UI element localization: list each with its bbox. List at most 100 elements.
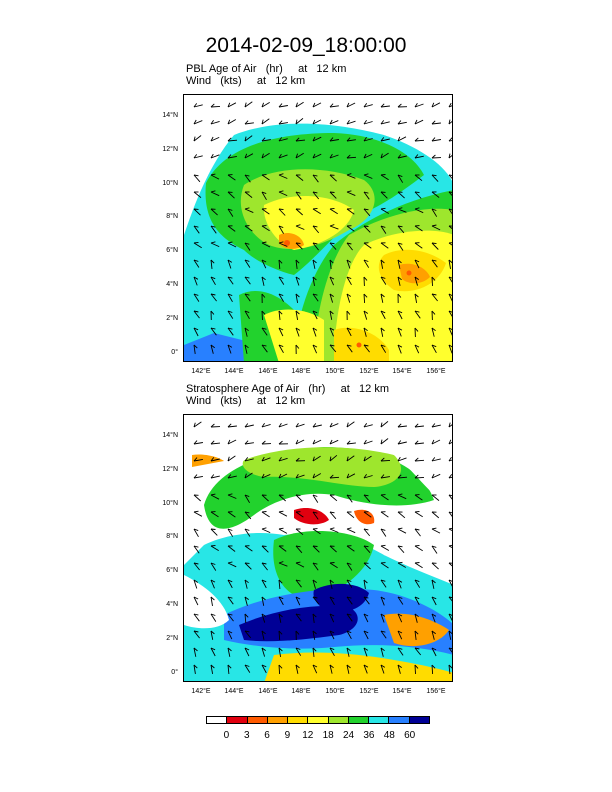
wind-barb	[431, 344, 437, 354]
wind-barb-flag	[397, 310, 403, 314]
panel-1-lat-tick: 4°N	[166, 281, 178, 288]
wind-barb-flag	[261, 664, 267, 668]
wind-barb	[193, 511, 203, 517]
wind-barb	[380, 242, 389, 249]
wind-barb	[448, 155, 452, 159]
wind-barb	[227, 139, 238, 142]
wind-barb	[431, 174, 439, 182]
wind-barb	[295, 139, 306, 142]
wind-barb	[312, 276, 315, 286]
wind-barb	[312, 579, 316, 589]
wind-barb	[329, 439, 339, 445]
wind-barb-flag	[295, 473, 299, 479]
wind-barb-flag	[210, 440, 215, 445]
wind-barb	[346, 344, 353, 353]
wind-barb-flag	[244, 473, 247, 479]
wind-barb	[380, 459, 391, 462]
wind-barb-flag	[193, 528, 199, 532]
panel-1-lat-tick: 2°N	[166, 315, 178, 322]
wind-barb-flag	[431, 310, 436, 315]
wind-barb	[329, 344, 337, 353]
wind-barb-flag	[278, 103, 283, 108]
wind-barb-flag	[363, 103, 368, 108]
wind-barb	[261, 494, 269, 502]
wind-barb-flag	[193, 293, 199, 296]
wind-barb	[380, 630, 387, 639]
wind-barb	[261, 208, 270, 215]
wind-barb	[431, 647, 437, 657]
wind-barb	[363, 121, 373, 125]
wind-barb	[397, 457, 407, 462]
wind-barb-flag	[261, 102, 265, 108]
wind-barb	[312, 562, 319, 571]
wind-barb-flag	[227, 439, 231, 445]
wind-barb	[295, 293, 299, 303]
wind-barb-flag	[363, 579, 368, 584]
wind-barb	[448, 259, 451, 269]
wind-barb	[363, 424, 373, 428]
wind-barb	[312, 259, 316, 269]
wind-barb-flag	[261, 276, 266, 281]
wind-barb-flag	[346, 327, 352, 331]
wind-barb	[278, 208, 286, 216]
wind-barb	[227, 310, 234, 319]
wind-barb-flag	[312, 579, 317, 583]
wind-barb	[363, 562, 371, 570]
wind-barb-flag	[329, 422, 333, 428]
wind-barb-flag	[312, 613, 317, 618]
wind-barb-flag	[397, 456, 401, 462]
wind-barb-flag	[431, 344, 437, 348]
wind-barb-flag	[448, 344, 452, 348]
wind-barb	[346, 442, 356, 445]
wind-barb	[193, 647, 197, 657]
wind-barb	[380, 579, 387, 588]
wind-barb-flag	[210, 528, 216, 530]
wind-barb-flag	[244, 344, 249, 349]
wind-barb	[380, 528, 387, 537]
panel-1-lon-tick: 150°E	[325, 368, 345, 375]
wind-barb	[210, 579, 215, 589]
wind-barb-flag	[329, 562, 335, 564]
wind-barb	[261, 276, 265, 286]
wind-barb	[244, 276, 251, 285]
wind-barb	[346, 613, 353, 622]
wind-barb-flag	[448, 208, 452, 211]
wind-barb	[363, 630, 369, 640]
wind-barb-flag	[363, 208, 369, 211]
wind-barb	[346, 647, 350, 657]
wind-barb-flag	[261, 596, 266, 601]
wind-barb	[210, 344, 214, 354]
wind-barb	[329, 630, 335, 640]
wind-barb	[380, 138, 390, 142]
wind-barb	[397, 647, 404, 656]
colorbar-swatch	[227, 717, 248, 723]
wind-barb	[244, 208, 254, 214]
wind-barb	[448, 174, 452, 179]
wind-barb-flag	[346, 473, 350, 479]
wind-barb	[278, 225, 284, 234]
wind-barb-flag	[210, 630, 215, 635]
wind-barb-flag	[261, 153, 264, 159]
panel-2-subtitle: Wind (kts) at 12 km	[186, 395, 306, 407]
wind-barb-flag	[380, 207, 386, 210]
wind-barb	[295, 545, 303, 554]
wind-barb-flag	[278, 510, 284, 513]
wind-barb	[278, 105, 288, 108]
wind-barb-flag	[380, 137, 385, 142]
wind-barb	[363, 596, 370, 605]
wind-barb-flag	[431, 545, 437, 548]
wind-barb-flag	[193, 327, 199, 331]
wind-barb-flag	[210, 190, 216, 193]
wind-barb-flag	[278, 630, 283, 635]
wind-barb-flag	[380, 225, 386, 228]
wind-barb	[380, 208, 390, 214]
wind-barb-flag	[380, 293, 385, 298]
wind-barb-flag	[397, 664, 402, 668]
wind-barb-flag	[227, 137, 232, 142]
colorbar-swatch	[389, 717, 410, 723]
wind-barb-flag	[312, 153, 316, 159]
wind-barb-flag	[227, 241, 233, 244]
wind-barb	[363, 528, 371, 537]
wind-barb	[210, 545, 219, 551]
wind-barb	[346, 511, 355, 519]
